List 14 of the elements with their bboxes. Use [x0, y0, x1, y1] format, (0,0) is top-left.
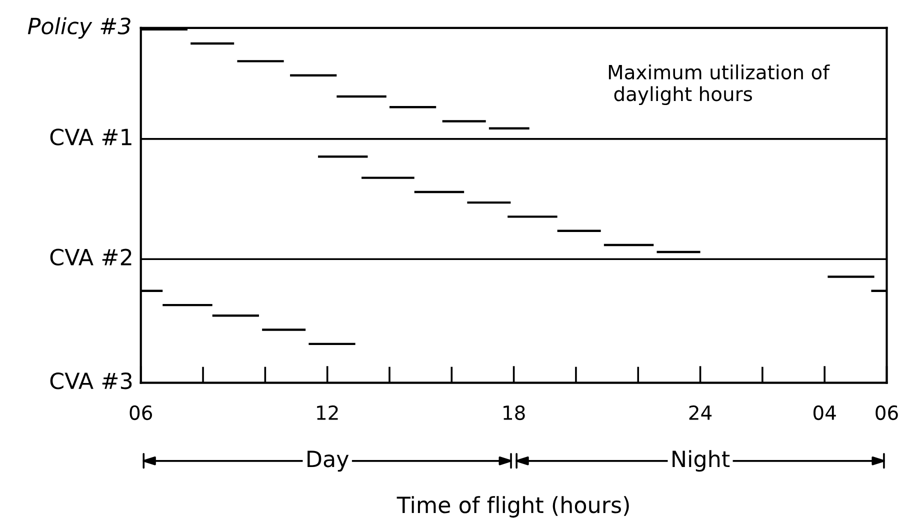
annotation: Maximum utilization of daylight hours [608, 64, 830, 106]
ref-line-label: CVA #2 [50, 248, 132, 266]
text: Night [672, 450, 730, 472]
x-tick-label: 06 [130, 405, 152, 420]
x-tick-label: 04 [814, 405, 836, 420]
x-tick-label: 12 [317, 405, 338, 420]
ref-line-label: CVA #1 [50, 128, 132, 146]
ref-line-label: CVA #3 [50, 372, 132, 390]
chart-title: Policy #3 [28, 17, 130, 39]
x-tick-label: 24 [689, 405, 712, 420]
x-tick-label: 06 [876, 405, 898, 420]
x-axis-title: Time of flight (hours) [396, 496, 629, 518]
x-tick-label: 18 [504, 405, 525, 420]
text: Day [308, 450, 349, 472]
